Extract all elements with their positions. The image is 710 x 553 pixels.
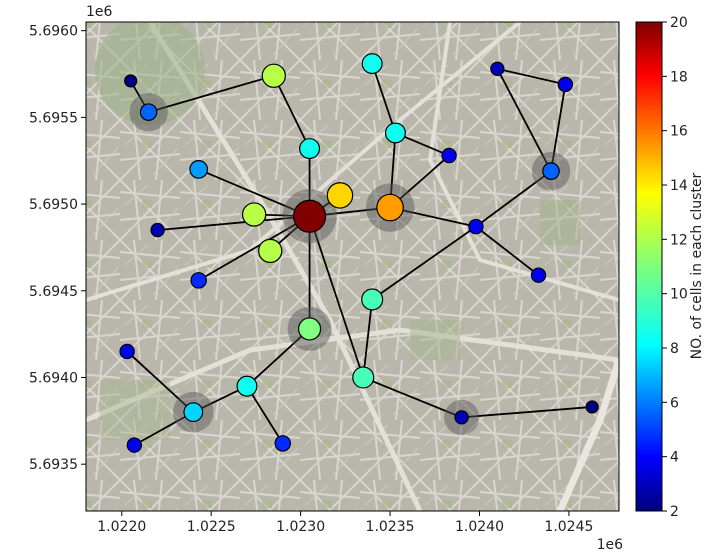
cluster-node [352, 366, 375, 389]
cluster-node [441, 147, 457, 164]
edge-line [475, 170, 552, 228]
cluster-node [384, 122, 406, 144]
colorbar: 2 4 6 8 10 12 14 16 18 20 NO. of cells in each cl… [635, 15, 705, 520]
edge-line [371, 63, 397, 134]
cluster-node [297, 317, 322, 341]
edge-line [157, 215, 310, 231]
map-background [86, 22, 619, 511]
colorbar-tick-label: 12 [670, 232, 688, 248]
colorbar-label: NO. of cells in each cluster [689, 172, 705, 359]
y-axis: 5.6935 5.6940 5.6945 5.6950 5.6955 5.6960 [29, 24, 86, 473]
cluster-node [468, 218, 484, 235]
cluster-node [119, 343, 135, 360]
colorbar-tick-label: 8 [670, 341, 679, 357]
colorbar-ticks: 2 4 6 8 10 12 14 16 18 20 [662, 15, 688, 520]
colorbar-tick-label: 14 [670, 178, 688, 194]
edge-line [362, 299, 374, 378]
cluster-node [585, 400, 599, 414]
edge-line [371, 225, 477, 301]
colorbar-tick-label: 6 [670, 395, 679, 411]
edge-line [308, 215, 365, 378]
colorbar-tick-label: 4 [670, 450, 679, 466]
cluster-node [139, 103, 158, 121]
edge-line [272, 75, 311, 149]
cluster-node [326, 182, 354, 209]
cluster-node [261, 63, 286, 88]
y-tick-label: 5.6940 [29, 370, 78, 386]
cluster-node [183, 402, 204, 423]
cluster-node [258, 238, 283, 264]
edge-line [389, 206, 477, 228]
edge-line [461, 406, 593, 419]
cluster-node [292, 199, 327, 233]
cluster-node [557, 76, 574, 93]
cluster-node [361, 288, 384, 311]
edge-line [550, 84, 567, 172]
x-tick-label: 1.0220 [97, 519, 146, 535]
cluster-node [490, 61, 505, 76]
cluster-node [361, 53, 383, 75]
edge-line [198, 215, 311, 282]
y-tick-label: 5.6960 [29, 24, 78, 40]
cluster-node [126, 437, 143, 453]
cluster-node [299, 138, 321, 160]
edge-line [246, 328, 311, 387]
colorbar-tick-label: 18 [670, 69, 688, 85]
x-tick-label: 1.0240 [455, 519, 504, 535]
cluster-node [236, 375, 258, 397]
x-tick-label: 1.0230 [276, 519, 325, 535]
cluster-node [241, 202, 267, 227]
plot-frame [85, 21, 620, 512]
x-offset-label: 1e6 [597, 537, 624, 553]
edge-line [246, 385, 284, 444]
colorbar-tick-label: 10 [670, 287, 688, 303]
x-axis: 1.0220 1.0225 1.0230 1.0235 1.0240 1.0245 [97, 511, 593, 535]
edge-line [198, 168, 310, 218]
y-tick-label: 5.6945 [29, 284, 78, 300]
colorbar-tick-label: 16 [670, 124, 688, 140]
colorbar-gradient [635, 21, 663, 512]
edge-line [475, 225, 540, 276]
x-tick-label: 1.0235 [366, 519, 415, 535]
y-tick-label: 5.6950 [29, 197, 78, 213]
colorbar-tick-label: 2 [670, 504, 679, 520]
edge-line [496, 68, 552, 172]
cluster-node [274, 435, 292, 452]
cluster-node [150, 222, 165, 238]
edge-line [148, 74, 275, 114]
y-offset-label: 1e6 [86, 4, 113, 20]
cluster-node [124, 74, 138, 88]
edge-line [126, 350, 194, 413]
edge-line [497, 67, 566, 86]
y-tick-label: 5.6955 [29, 110, 78, 126]
y-tick-label: 5.6935 [29, 457, 78, 473]
cluster-node [189, 160, 209, 179]
nodes-layer [119, 53, 599, 453]
x-tick-label: 1.0225 [187, 519, 236, 535]
cluster-node [454, 410, 469, 425]
x-tick-label: 1.0245 [544, 519, 593, 535]
edge-line [133, 411, 194, 446]
cluster-node [190, 272, 207, 289]
colorbar-tick-label: 20 [670, 15, 688, 31]
cluster-node [530, 267, 547, 283]
cluster-node [376, 193, 404, 222]
cluster-node [542, 162, 560, 180]
edge-line [362, 376, 462, 419]
